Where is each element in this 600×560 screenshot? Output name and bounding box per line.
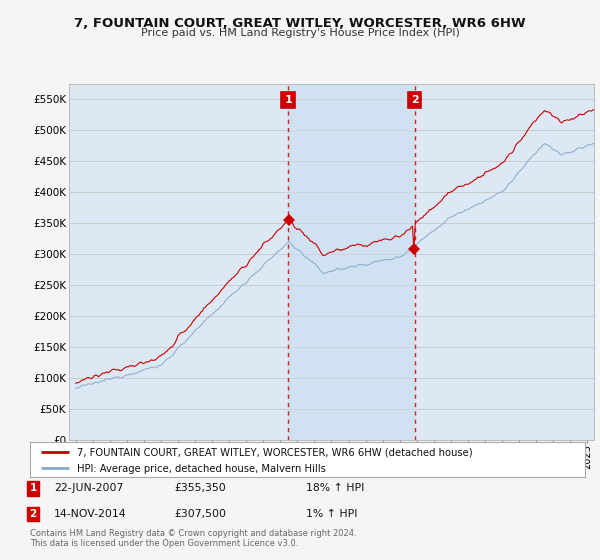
Text: 7, FOUNTAIN COURT, GREAT WITLEY, WORCESTER, WR6 6HW (detached house): 7, FOUNTAIN COURT, GREAT WITLEY, WORCEST… — [77, 448, 473, 458]
Text: Contains HM Land Registry data © Crown copyright and database right 2024.
This d: Contains HM Land Registry data © Crown c… — [30, 529, 356, 548]
Text: HPI: Average price, detached house, Malvern Hills: HPI: Average price, detached house, Malv… — [77, 464, 326, 474]
Text: £355,350: £355,350 — [174, 483, 226, 493]
Text: 2: 2 — [410, 95, 418, 105]
Text: 7, FOUNTAIN COURT, GREAT WITLEY, WORCESTER, WR6 6HW: 7, FOUNTAIN COURT, GREAT WITLEY, WORCEST… — [74, 17, 526, 30]
Text: Price paid vs. HM Land Registry's House Price Index (HPI): Price paid vs. HM Land Registry's House … — [140, 28, 460, 38]
Text: 2: 2 — [29, 509, 37, 519]
Text: 1% ↑ HPI: 1% ↑ HPI — [306, 509, 358, 519]
Text: 14-NOV-2014: 14-NOV-2014 — [54, 509, 127, 519]
Text: £307,500: £307,500 — [174, 509, 226, 519]
Text: 18% ↑ HPI: 18% ↑ HPI — [306, 483, 364, 493]
Text: 22-JUN-2007: 22-JUN-2007 — [54, 483, 124, 493]
Bar — [289, 84, 415, 440]
Text: 1: 1 — [29, 483, 37, 493]
Text: 1: 1 — [284, 95, 292, 105]
